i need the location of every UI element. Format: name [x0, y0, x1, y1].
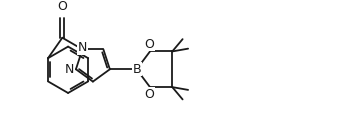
- Text: B: B: [132, 63, 141, 76]
- Text: O: O: [144, 38, 154, 51]
- Text: O: O: [144, 88, 154, 101]
- Text: N: N: [78, 41, 87, 54]
- Text: O: O: [57, 0, 67, 13]
- Text: N: N: [65, 63, 74, 76]
